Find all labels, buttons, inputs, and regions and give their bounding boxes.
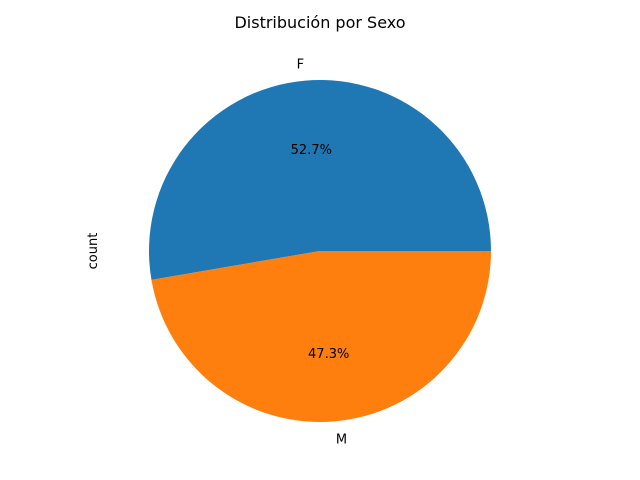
slice-label-m: M bbox=[336, 432, 347, 447]
chart-title: Distribución por Sexo bbox=[234, 13, 405, 32]
pie-slices bbox=[148, 79, 492, 422]
slice-percent-m: 47.3% bbox=[308, 347, 349, 362]
pie-slice-m bbox=[151, 251, 491, 422]
y-axis-label: count bbox=[86, 233, 101, 270]
slice-label-f: F bbox=[297, 58, 304, 73]
pie-slice-f bbox=[148, 79, 492, 280]
pie-labels: F 52.7% M 47.3% bbox=[291, 58, 350, 448]
slice-percent-f: 52.7% bbox=[291, 143, 332, 158]
